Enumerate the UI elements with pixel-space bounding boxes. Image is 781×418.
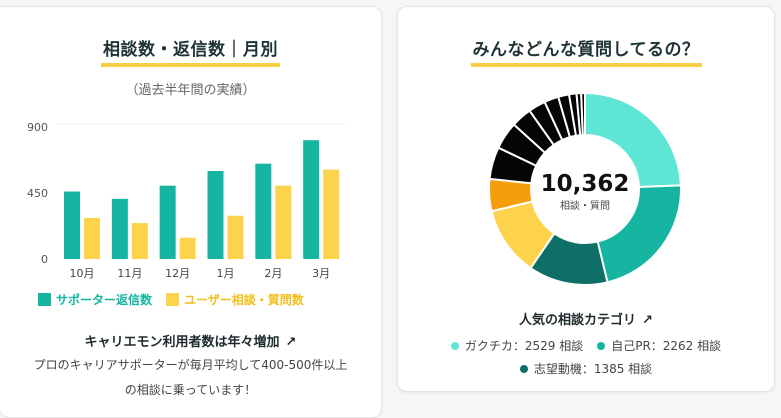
monthly-chart-title: 相談数・返信数｜月別 [0, 35, 381, 67]
category-item-self-pr: 自己PR：2262 相談 [597, 337, 721, 354]
donut-slice [580, 91, 586, 137]
monthly-chart-subtitle: （過去半年間の実績） [125, 83, 256, 98]
category-chart-title-text: みんなどんな質問してるの？ [470, 35, 702, 67]
bar-replies [255, 163, 272, 259]
donut-total: 10,362 [541, 171, 630, 197]
category-item-motivation: 志望動機：1385 相談 [519, 360, 653, 377]
monthly-chart-title-text: 相談数・返信数｜月別 [101, 35, 280, 67]
trending-up-icon: ↗ [642, 313, 653, 328]
x-tick-label: 2月 [264, 267, 282, 280]
bar-questions [179, 237, 196, 259]
category-item-gakuchika: ガクチカ：2529 相談 [450, 337, 584, 354]
popular-categories-heading-text: 人気の相談カテゴリ [519, 313, 637, 328]
monthly-chart-card: 相談数・返信数｜月別 （過去半年間の実績） 0 450 900 10月 11月 12月 1… [0, 6, 382, 418]
growth-description: プロのキャリアサポーターが毎月平均して400-500件以上 の相談に乗っています… [20, 353, 361, 403]
legend-label-replies: サポーター返信数 [56, 293, 153, 307]
growth-headline-text: キャリエモン利用者数は年々増加 [84, 335, 280, 350]
y-tick-label: 450 [27, 187, 48, 200]
bar-questions [131, 223, 148, 259]
bar-replies [303, 140, 320, 259]
x-tick-label: 11月 [117, 267, 142, 280]
bar-legend: サポーター返信数 ユーザー相談・質問数 [38, 291, 304, 308]
bar-questions [275, 185, 292, 259]
bar-questions [227, 215, 244, 259]
growth-description-line2: の相談に乗っています！ [124, 383, 257, 397]
x-tick-label: 3月 [312, 267, 330, 280]
bar-chart: 0 450 900 10月 11月 12月 1月 2月 3月 [27, 121, 345, 280]
legend-item-questions: ユーザー相談・質問数 [166, 291, 304, 308]
bar-questions [84, 217, 100, 259]
category-label-self-pr: 自己PR：2262 相談 [611, 339, 722, 353]
legend-swatch-replies [38, 293, 51, 306]
bar-replies [159, 185, 176, 259]
category-dot-gakuchika [450, 341, 459, 350]
category-chart-title: みんなどんな質問してるの？ [398, 35, 774, 67]
category-list-row2: 志望動機：1385 相談 [398, 360, 774, 377]
donut-chart: 10,362 相談・質問 [488, 91, 682, 286]
growth-headline: キャリエモン利用者数は年々増加 ↗ [0, 331, 381, 350]
bar-questions [323, 169, 340, 259]
category-dot-motivation [519, 364, 528, 373]
category-label-gakuchika: ガクチカ：2529 相談 [464, 339, 584, 353]
x-tick-label: 12月 [165, 267, 190, 280]
donut-center-label: 相談・質問 [560, 199, 610, 212]
category-label-motivation: 志望動機：1385 相談 [533, 362, 653, 376]
legend-label-questions: ユーザー相談・質問数 [184, 293, 304, 307]
x-tick-label: 1月 [217, 267, 235, 280]
trending-up-icon: ↗ [285, 335, 297, 350]
donut-hole [531, 135, 639, 243]
x-tick-label: 10月 [70, 267, 95, 280]
y-tick-label: 900 [27, 121, 48, 134]
legend-swatch-questions [166, 293, 180, 306]
bar-replies [111, 198, 128, 259]
category-chart-card: みんなどんな質問してるの？ 10,362 相談・質問 人気の相談カテゴリ ↗ ガク… [397, 6, 775, 392]
bar-replies [207, 171, 224, 259]
legend-item-replies: サポーター返信数 [38, 291, 152, 308]
growth-description-line1: プロのキャリアサポーターが毎月平均して400-500件以上 [33, 358, 348, 372]
category-dot-self-pr [597, 341, 606, 350]
category-list-row1: ガクチカ：2529 相談 自己PR：2262 相談 [398, 337, 774, 354]
bar-replies [64, 191, 80, 259]
popular-categories-heading: 人気の相談カテゴリ ↗ [398, 309, 774, 328]
y-tick-label: 0 [41, 253, 48, 266]
